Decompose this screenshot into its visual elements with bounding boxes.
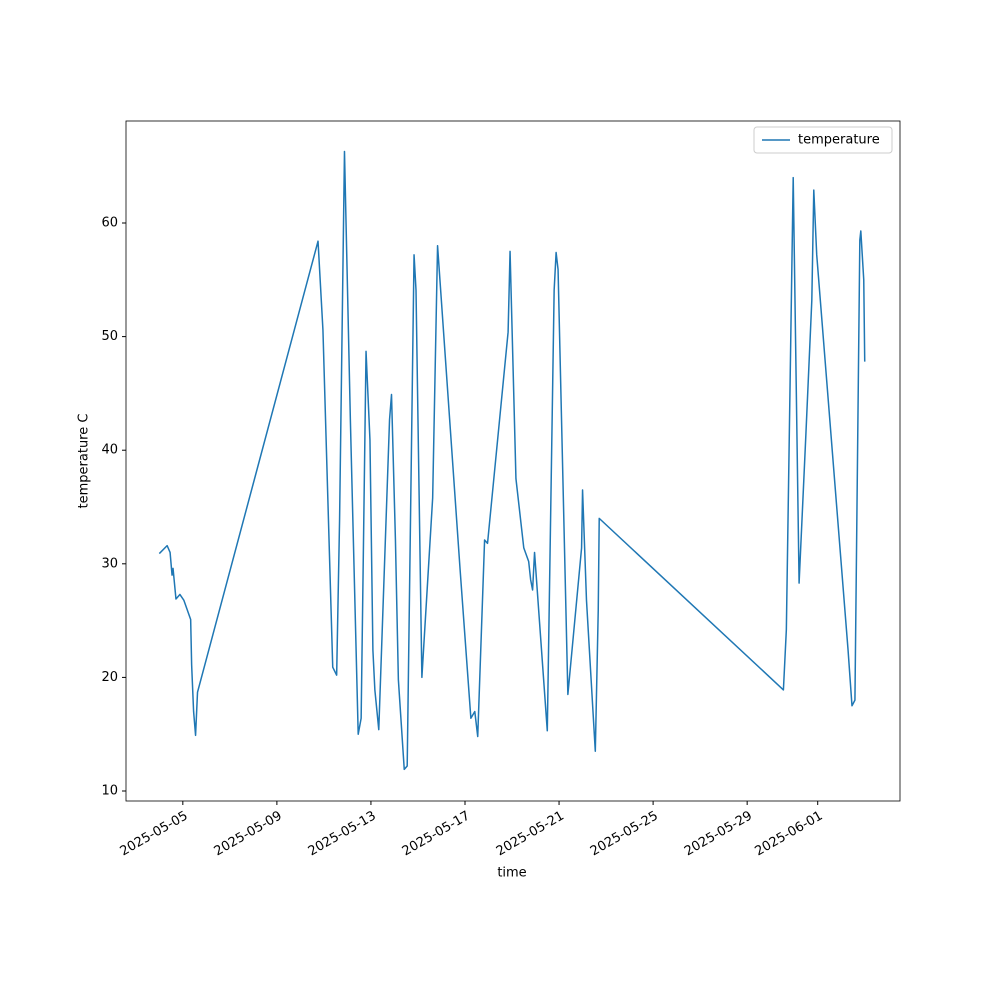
x-tick-label: 2025-05-21: [494, 809, 567, 860]
y-axis-label: temperature C: [77, 414, 92, 509]
x-tick-label: 2025-05-09: [212, 809, 285, 860]
x-tick-label: 2025-05-17: [400, 809, 473, 860]
legend-label: temperature: [798, 133, 880, 148]
y-tick-label: 50: [101, 329, 118, 344]
x-tick-label: 2025-05-05: [118, 809, 191, 860]
y-tick-label: 30: [101, 556, 118, 571]
x-axis-label: time: [497, 866, 526, 881]
y-tick-label: 10: [101, 784, 118, 799]
legend-box: [753, 126, 893, 154]
x-tick-label: 2025-06-01: [753, 809, 826, 860]
y-tick-label: 20: [101, 670, 118, 685]
plot-frame: [125, 120, 901, 802]
y-tick-label: 60: [101, 216, 118, 231]
x-tick-label: 2025-05-13: [306, 809, 379, 860]
x-tick-label: 2025-05-29: [682, 809, 755, 860]
line: [158, 150, 866, 771]
y-tick-label: 40: [101, 443, 118, 458]
x-tick-label: 2025-05-25: [588, 809, 661, 860]
